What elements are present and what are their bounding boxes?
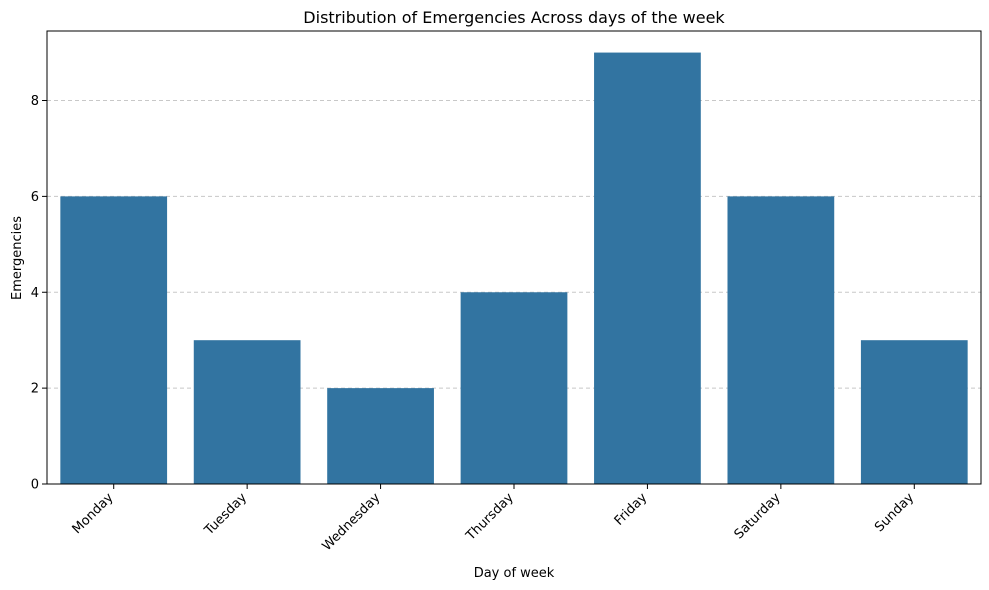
y-axis-ticks: 0 2 4 6 8	[31, 94, 47, 493]
bar-wednesday	[327, 388, 434, 484]
x-axis-title: Day of week	[474, 566, 555, 581]
bar-thursday	[460, 292, 568, 484]
chart-title: Distribution of Emergencies Across days …	[303, 8, 725, 27]
y-tick-label: 0	[31, 478, 39, 493]
x-tick-label: Saturday	[732, 490, 784, 542]
bar-tuesday	[193, 340, 301, 484]
bar-friday	[594, 52, 701, 484]
x-axis-ticks: Monday Tuesday Wednesday Thursday Friday Satu…	[70, 484, 917, 554]
bar-sunday	[860, 340, 968, 484]
x-tick-label: Sunday	[872, 490, 917, 535]
y-tick-label: 4	[31, 286, 39, 301]
bar-saturday	[727, 196, 835, 484]
x-tick-label: Friday	[612, 490, 651, 529]
y-axis-title: Emergencies	[10, 216, 25, 300]
y-tick-label: 8	[31, 94, 39, 109]
x-tick-label: Thursday	[463, 490, 517, 544]
y-tick-label: 2	[31, 382, 39, 397]
y-tick-label: 6	[31, 190, 39, 205]
x-tick-label: Tuesday	[201, 490, 250, 539]
bar-monday	[60, 196, 168, 484]
x-tick-label: Wednesday	[320, 490, 384, 554]
bars	[60, 52, 968, 484]
x-tick-label: Monday	[70, 490, 117, 537]
